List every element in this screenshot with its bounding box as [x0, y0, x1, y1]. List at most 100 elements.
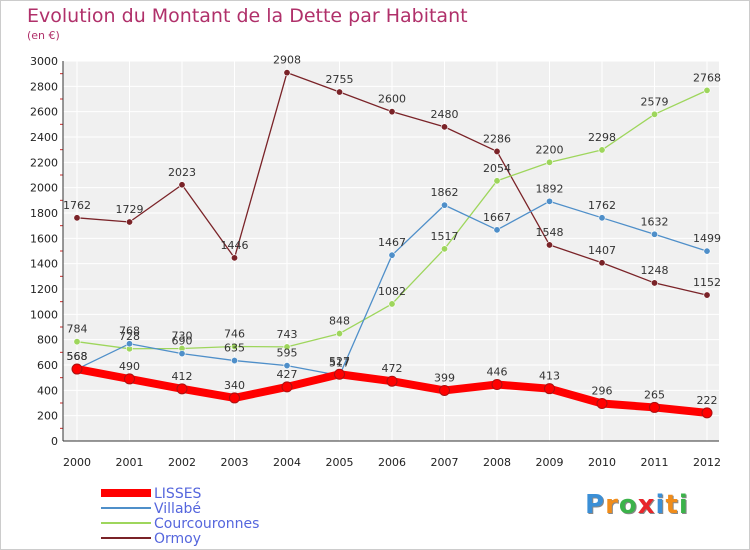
- data-label: 728: [119, 330, 140, 343]
- x-tick-label: 2008: [483, 456, 511, 469]
- data-label: 1152: [693, 276, 721, 289]
- data-label: 635: [224, 342, 245, 355]
- data-point: [545, 241, 553, 249]
- data-point: [598, 259, 606, 267]
- data-label: 2054: [483, 162, 511, 175]
- data-point: [650, 279, 658, 287]
- x-tick-label: 2012: [693, 456, 721, 469]
- data-point: [703, 291, 711, 299]
- data-point: [231, 343, 239, 351]
- y-tick-label: 600: [37, 359, 58, 372]
- data-label: 1407: [588, 244, 616, 257]
- data-label: 1446: [221, 239, 249, 252]
- data-point: [388, 108, 396, 116]
- data-label: 746: [224, 328, 245, 341]
- data-point: [440, 201, 448, 209]
- data-label: 1248: [641, 264, 669, 277]
- data-point: [178, 350, 186, 358]
- data-label: 1892: [536, 182, 564, 195]
- data-point: [126, 218, 134, 226]
- logo-letter: t: [665, 490, 679, 520]
- data-point: [334, 368, 345, 380]
- data-label: 296: [592, 385, 613, 398]
- logo-letter: r: [605, 490, 619, 520]
- data-label: 2023: [168, 166, 196, 179]
- data-label: 2579: [641, 95, 669, 108]
- data-label: 1762: [63, 199, 91, 212]
- y-tick-label: 2200: [30, 156, 58, 169]
- data-label: 2768: [693, 71, 721, 84]
- x-tick-label: 2010: [588, 456, 616, 469]
- data-label: 490: [119, 360, 140, 373]
- data-point: [73, 214, 81, 222]
- data-label: 412: [172, 370, 193, 383]
- data-point: [335, 88, 343, 96]
- data-point: [71, 363, 83, 375]
- data-label: 1467: [378, 236, 406, 249]
- data-label: 2200: [536, 143, 564, 156]
- data-label: 413: [539, 370, 560, 383]
- data-point: [493, 226, 501, 234]
- data-label: 1729: [116, 203, 144, 216]
- data-point: [386, 375, 398, 387]
- data-point: [281, 381, 293, 393]
- y-tick-label: 1000: [30, 308, 58, 321]
- data-point: [544, 383, 555, 395]
- data-point: [335, 330, 343, 338]
- logo-letter: x: [637, 490, 656, 520]
- y-tick-label: 1200: [30, 283, 58, 296]
- x-tick-label: 2001: [116, 456, 144, 469]
- data-point: [124, 373, 135, 385]
- data-label: 427: [277, 368, 298, 381]
- data-point: [388, 251, 396, 259]
- logo-letter: i: [678, 490, 689, 520]
- data-point: [283, 69, 291, 77]
- data-point: [649, 401, 660, 413]
- data-label: 1548: [536, 226, 564, 239]
- data-label: 568: [67, 350, 88, 363]
- data-label: 2755: [326, 73, 354, 86]
- data-label: 768: [119, 325, 140, 338]
- data-point: [126, 340, 134, 348]
- data-label: 340: [224, 379, 245, 392]
- y-tick-label: 1400: [30, 258, 58, 271]
- logo-letter: i: [655, 490, 666, 520]
- x-tick-label: 2006: [378, 456, 406, 469]
- legend-label: Villabé: [154, 501, 201, 517]
- data-point: [178, 181, 186, 189]
- data-point: [231, 254, 239, 262]
- data-label: 1862: [431, 186, 459, 199]
- data-label: 2298: [588, 131, 616, 144]
- data-point: [439, 384, 450, 396]
- data-label: 2286: [483, 132, 511, 145]
- data-point: [598, 214, 606, 222]
- data-label: 784: [67, 323, 88, 336]
- y-tick-label: 400: [37, 384, 58, 397]
- data-label: 1632: [641, 215, 669, 228]
- data-label: 1762: [588, 199, 616, 212]
- y-tick-label: 2000: [30, 182, 58, 195]
- data-point: [650, 230, 658, 238]
- x-tick-label: 2009: [536, 456, 564, 469]
- x-tick-label: 2005: [326, 456, 354, 469]
- data-point: [703, 86, 711, 94]
- y-tick-label: 2400: [30, 131, 58, 144]
- y-tick-label: 200: [37, 410, 58, 423]
- data-point: [493, 147, 501, 155]
- logo-letter: P: [585, 490, 606, 520]
- data-point: [703, 247, 711, 255]
- data-point: [491, 379, 503, 391]
- data-point: [73, 338, 81, 346]
- chart-subtitle: (en €): [27, 29, 60, 42]
- data-point: [388, 300, 396, 308]
- legend-label: Ormoy: [154, 531, 201, 547]
- y-tick-label: 0: [51, 435, 58, 448]
- data-point: [545, 197, 553, 205]
- data-label: 730: [172, 330, 193, 343]
- data-label: 399: [434, 371, 455, 384]
- data-label: 595: [277, 347, 298, 360]
- data-label: 265: [644, 388, 665, 401]
- legend-label: LISSES: [154, 486, 202, 502]
- chart-title: Evolution du Montant de la Dette par Hab…: [27, 5, 468, 27]
